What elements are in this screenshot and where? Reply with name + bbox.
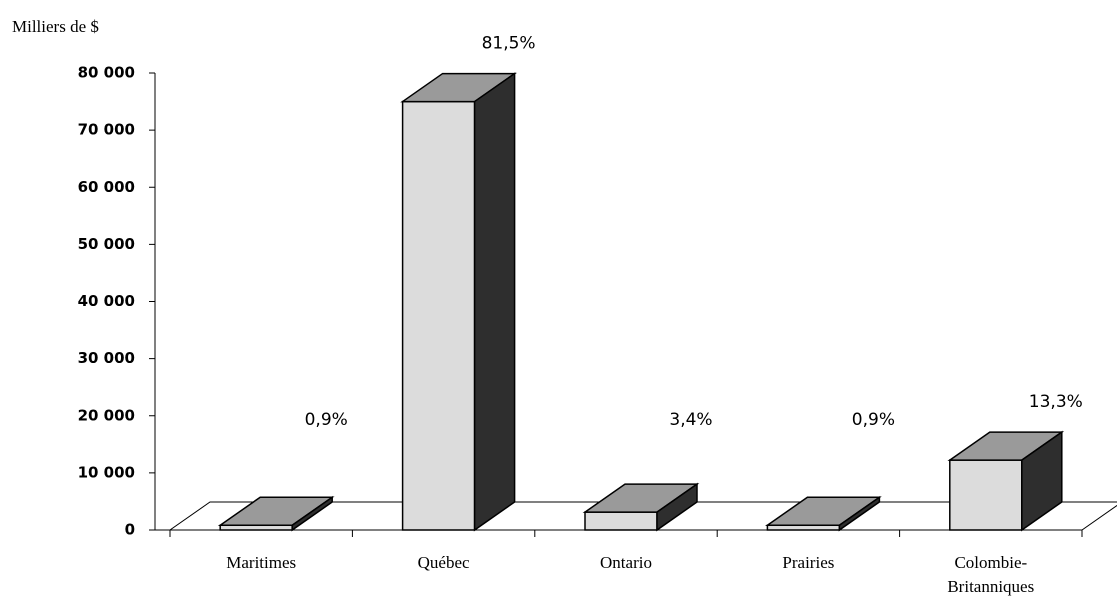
bar-side — [1021, 430, 1063, 532]
x-tick-label: Maritimes — [226, 553, 296, 572]
bar-side — [473, 72, 516, 532]
bar-front — [401, 100, 476, 531]
y-tick-label: 10 000 — [78, 463, 135, 481]
bar-annotation: 13,3% — [1029, 392, 1083, 412]
x-tick-label: Colombie-Britanniques — [947, 553, 1034, 596]
y-tick-label: 70 000 — [78, 121, 135, 139]
bar-annotation: 3,4% — [669, 410, 712, 430]
y-tick-label: 50 000 — [78, 235, 135, 253]
y-tick-label: 60 000 — [78, 178, 135, 196]
bar-side — [291, 495, 333, 532]
y-tick-label: 80 000 — [78, 64, 135, 82]
y-tick-label: 40 000 — [78, 292, 135, 310]
bar-annotation: 0,9% — [852, 410, 895, 430]
bar-front — [949, 459, 1023, 531]
y-tick-label: 30 000 — [78, 349, 135, 367]
x-tick-label: Québec — [418, 553, 470, 572]
bar-side — [656, 482, 698, 532]
bar-annotation: 0,9% — [305, 410, 348, 430]
y-tick-label: 0 — [125, 521, 135, 539]
bar-front — [584, 511, 658, 531]
x-tick-label: Ontario — [600, 553, 652, 572]
x-tick-label: Prairies — [782, 553, 834, 572]
y-axis-label: Milliers de $ — [12, 17, 99, 36]
y-tick-label: 20 000 — [78, 406, 135, 424]
bar-side — [838, 495, 881, 532]
bar-annotation: 81,5% — [482, 34, 536, 54]
